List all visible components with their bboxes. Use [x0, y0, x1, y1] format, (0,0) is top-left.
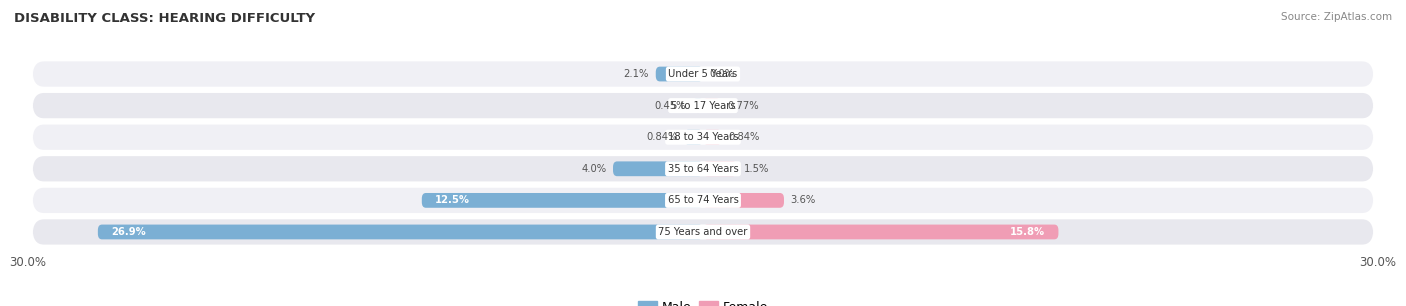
FancyBboxPatch shape	[32, 93, 1374, 118]
Text: DISABILITY CLASS: HEARING DIFFICULTY: DISABILITY CLASS: HEARING DIFFICULTY	[14, 12, 315, 25]
Text: 0.84%: 0.84%	[728, 132, 761, 142]
FancyBboxPatch shape	[655, 67, 703, 81]
Text: 5 to 17 Years: 5 to 17 Years	[671, 101, 735, 111]
FancyBboxPatch shape	[98, 225, 703, 239]
Text: 0.45%: 0.45%	[655, 101, 686, 111]
Text: Source: ZipAtlas.com: Source: ZipAtlas.com	[1281, 12, 1392, 22]
Text: 0.84%: 0.84%	[645, 132, 678, 142]
FancyBboxPatch shape	[703, 193, 785, 208]
Text: 65 to 74 Years: 65 to 74 Years	[668, 195, 738, 205]
FancyBboxPatch shape	[32, 156, 1374, 181]
Text: 1.5%: 1.5%	[744, 164, 769, 174]
Text: 4.0%: 4.0%	[581, 164, 606, 174]
Text: 12.5%: 12.5%	[436, 195, 470, 205]
FancyBboxPatch shape	[613, 161, 703, 176]
FancyBboxPatch shape	[703, 161, 737, 176]
Text: 3.6%: 3.6%	[790, 195, 815, 205]
FancyBboxPatch shape	[32, 62, 1374, 87]
FancyBboxPatch shape	[32, 188, 1374, 213]
Text: Under 5 Years: Under 5 Years	[668, 69, 738, 79]
FancyBboxPatch shape	[32, 219, 1374, 244]
Text: 35 to 64 Years: 35 to 64 Years	[668, 164, 738, 174]
FancyBboxPatch shape	[422, 193, 703, 208]
FancyBboxPatch shape	[703, 225, 1059, 239]
Text: 0.77%: 0.77%	[727, 101, 759, 111]
FancyBboxPatch shape	[703, 130, 721, 145]
FancyBboxPatch shape	[32, 125, 1374, 150]
Text: 26.9%: 26.9%	[111, 227, 146, 237]
Text: 75 Years and over: 75 Years and over	[658, 227, 748, 237]
FancyBboxPatch shape	[693, 98, 703, 113]
Text: 2.1%: 2.1%	[624, 69, 650, 79]
Text: 15.8%: 15.8%	[1010, 227, 1045, 237]
Legend: Male, Female: Male, Female	[633, 296, 773, 306]
FancyBboxPatch shape	[685, 130, 703, 145]
Text: 18 to 34 Years: 18 to 34 Years	[668, 132, 738, 142]
Text: 0.0%: 0.0%	[710, 69, 735, 79]
FancyBboxPatch shape	[703, 98, 720, 113]
